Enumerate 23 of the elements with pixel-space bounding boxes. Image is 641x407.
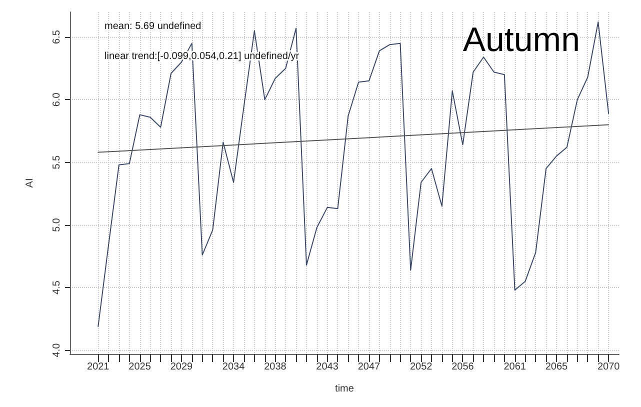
annotation: mean: 5.69 undefined [104,21,202,32]
x-tick-label: 2061 [504,362,526,372]
x-tick-label: 2052 [410,362,433,372]
x-axis-title: time [335,384,354,394]
x-tick-label: 2065 [545,362,568,372]
x-tick-label: 2034 [222,362,246,372]
x-tick-label: 2070 [597,362,620,372]
x-tick-label: 2025 [128,362,152,372]
x-tick-label: 2029 [170,362,194,372]
x-tick-label: 2047 [358,362,381,372]
y-tick-label: 4.0 [52,342,62,358]
x-tick-label: 2021 [87,362,110,372]
chart-title: Autumn [462,21,580,59]
y-axis-title: AI [24,178,36,188]
x-tick-label: 2043 [316,362,339,372]
y-tick-label: 4.5 [52,280,62,295]
y-tick-label: 5.5 [52,154,62,170]
y-tick-label: 6.0 [52,92,62,107]
x-tick-label: 2056 [452,362,474,372]
line-series [98,22,610,327]
x-tick-label: 2038 [264,362,287,372]
y-tick-label: 6.5 [52,30,62,44]
y-tick-label: 5.0 [52,218,62,232]
